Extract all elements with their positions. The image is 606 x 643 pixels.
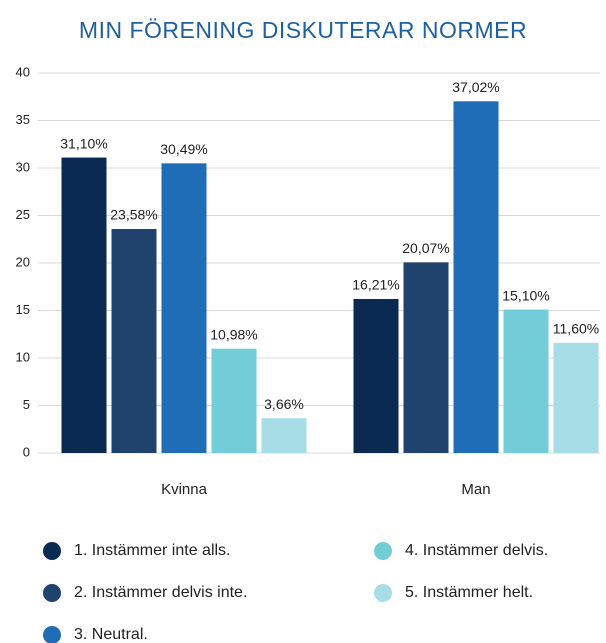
value-label: 23,58% (110, 207, 157, 223)
y-tick-label: 25 (16, 207, 30, 222)
legend-swatch (374, 584, 392, 602)
y-tick-label: 20 (16, 254, 30, 269)
value-label: 11,60% (553, 321, 599, 337)
value-label: 20,07% (402, 240, 449, 256)
y-tick-label: 5 (23, 397, 30, 412)
legend-label: 4. Instämmer delvis. (405, 542, 548, 559)
legend-swatch (43, 542, 61, 560)
value-label: 30,49% (160, 141, 207, 157)
bar (211, 348, 257, 453)
x-tick-label: Kvinna (161, 481, 208, 498)
value-label: 31,10% (60, 135, 107, 151)
y-tick-label: 15 (16, 302, 30, 317)
y-tick-label: 35 (16, 112, 30, 127)
chart-title: MIN FÖRENING DISKUTERAR NORMER (79, 17, 527, 43)
bar (453, 101, 499, 453)
bar (61, 157, 107, 454)
legend-label: 2. Instämmer delvis inte. (74, 584, 247, 601)
y-tick-label: 10 (16, 349, 30, 364)
value-label: 16,21% (352, 277, 399, 293)
bar (503, 309, 549, 453)
x-tick-label: Man (461, 481, 490, 498)
bar (403, 262, 449, 453)
legend-swatch (374, 542, 392, 560)
bar (261, 418, 307, 453)
legend-label: 1. Instämmer inte alls. (74, 542, 231, 559)
legend-label: 5. Instämmer helt. (405, 584, 533, 601)
bar (353, 299, 399, 453)
legend-label: 3. Neutral. (74, 626, 148, 643)
bar (553, 342, 599, 453)
value-label: 10,98% (210, 326, 257, 342)
bar (161, 163, 207, 453)
y-tick-label: 0 (23, 444, 30, 459)
y-tick-label: 30 (16, 159, 30, 174)
value-label: 15,10% (502, 287, 549, 303)
y-tick-label: 40 (16, 64, 30, 79)
legend-swatch (43, 626, 61, 643)
legend-swatch (43, 584, 61, 602)
value-label: 37,02% (452, 79, 499, 95)
value-label: 3,66% (264, 396, 304, 412)
bar (111, 228, 157, 453)
